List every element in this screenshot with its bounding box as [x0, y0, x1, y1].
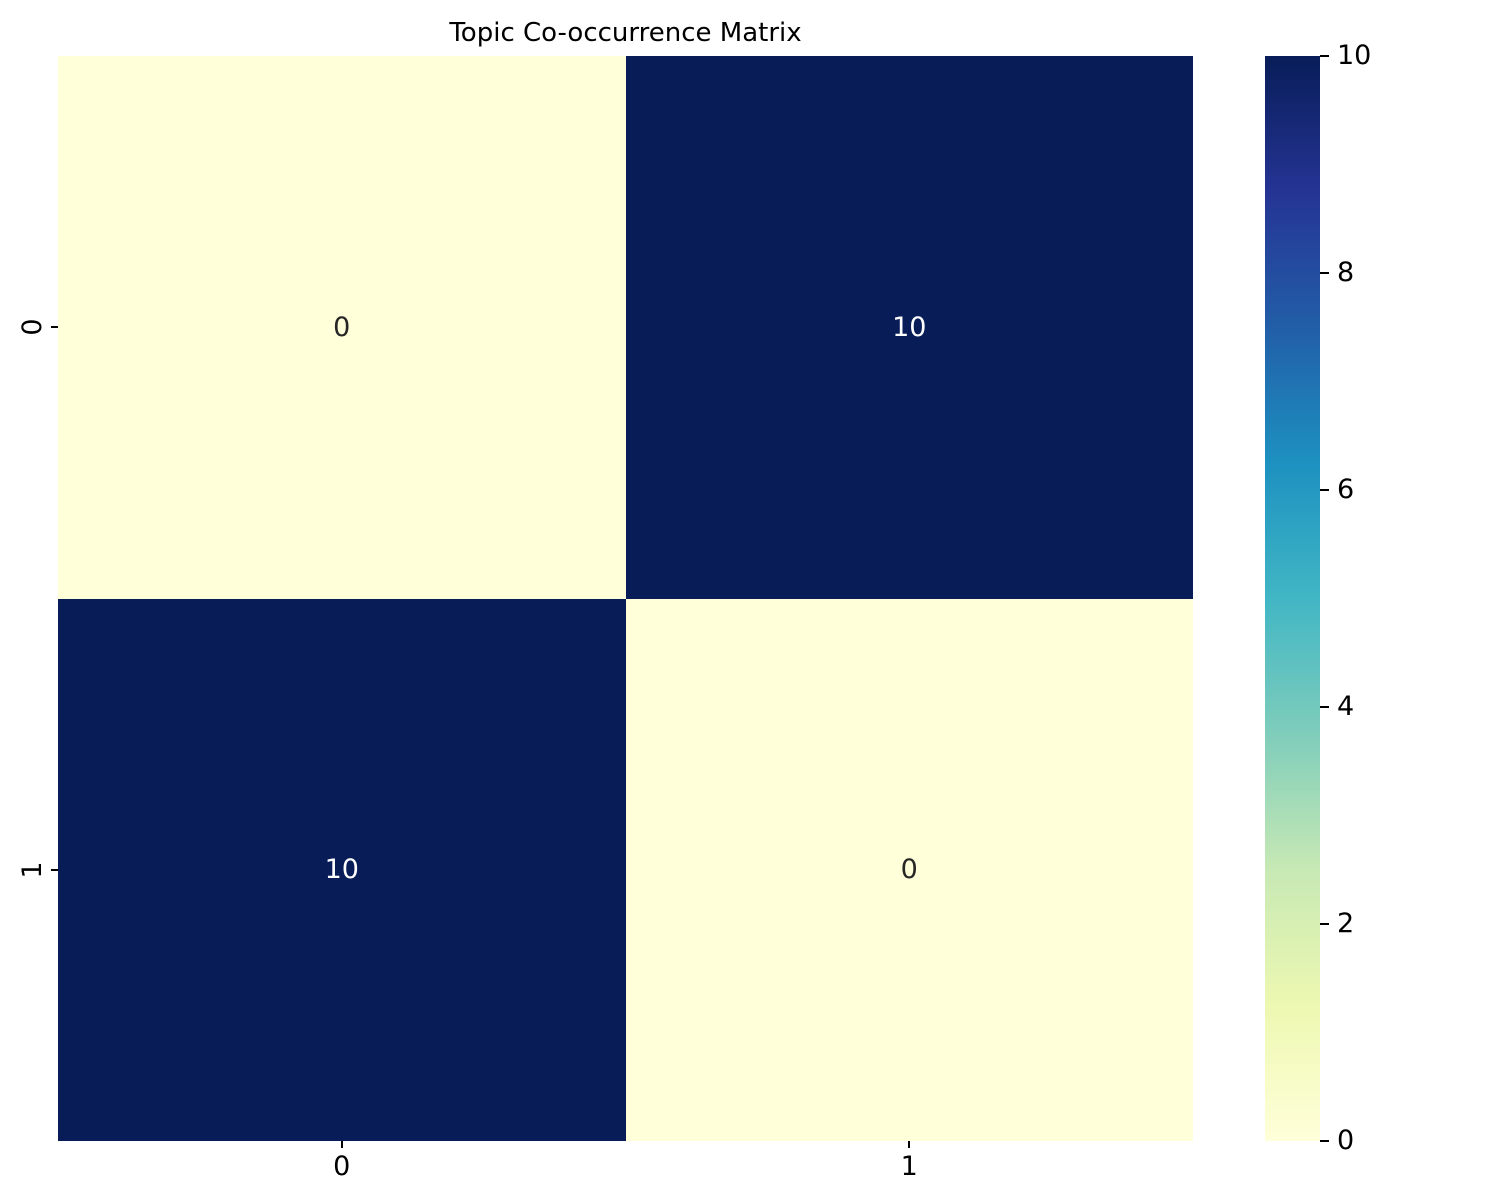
colorbar-gradient [1265, 56, 1320, 1141]
x-tick-label: 1 [900, 1151, 918, 1182]
chart-title: Topic Co-occurrence Matrix [449, 18, 802, 48]
cell-annotation: 0 [900, 854, 918, 886]
heatmap-grid: 0 10 10 0 [58, 56, 1193, 1141]
colorbar-tick-label: 6 [1337, 474, 1355, 505]
y-tick-label: 1 [17, 861, 48, 879]
colorbar-tick-label: 10 [1337, 40, 1372, 71]
heatmap-cell-r0-c1: 10 [625, 56, 1193, 599]
y-tick-mark [51, 326, 58, 329]
colorbar-tick-label: 4 [1337, 691, 1355, 722]
y-tick-label: 0 [17, 318, 48, 336]
x-tick-label: 0 [333, 1151, 351, 1182]
colorbar-tick-mark [1320, 489, 1329, 491]
colorbar-tick-mark [1320, 272, 1329, 274]
colorbar-tick-mark [1320, 923, 1329, 925]
y-tick-mark [51, 868, 58, 871]
cell-annotation: 0 [333, 311, 351, 343]
colorbar-tick-label: 2 [1337, 908, 1355, 939]
heatmap-cell-r1-c0: 10 [58, 598, 626, 1141]
x-tick-mark [340, 1141, 343, 1148]
heatmap-cell-r0-c0: 0 [58, 56, 626, 599]
colorbar-tick-label: 0 [1337, 1125, 1355, 1156]
heatmap-cell-r1-c1: 0 [625, 598, 1193, 1141]
cell-annotation: 10 [892, 311, 927, 343]
colorbar-tick-mark [1320, 1140, 1329, 1142]
x-tick-mark [908, 1141, 911, 1148]
colorbar-tick-mark [1320, 55, 1329, 57]
colorbar-tick-mark [1320, 706, 1329, 708]
colorbar-tick-label: 8 [1337, 257, 1355, 288]
cell-annotation: 10 [324, 854, 359, 886]
